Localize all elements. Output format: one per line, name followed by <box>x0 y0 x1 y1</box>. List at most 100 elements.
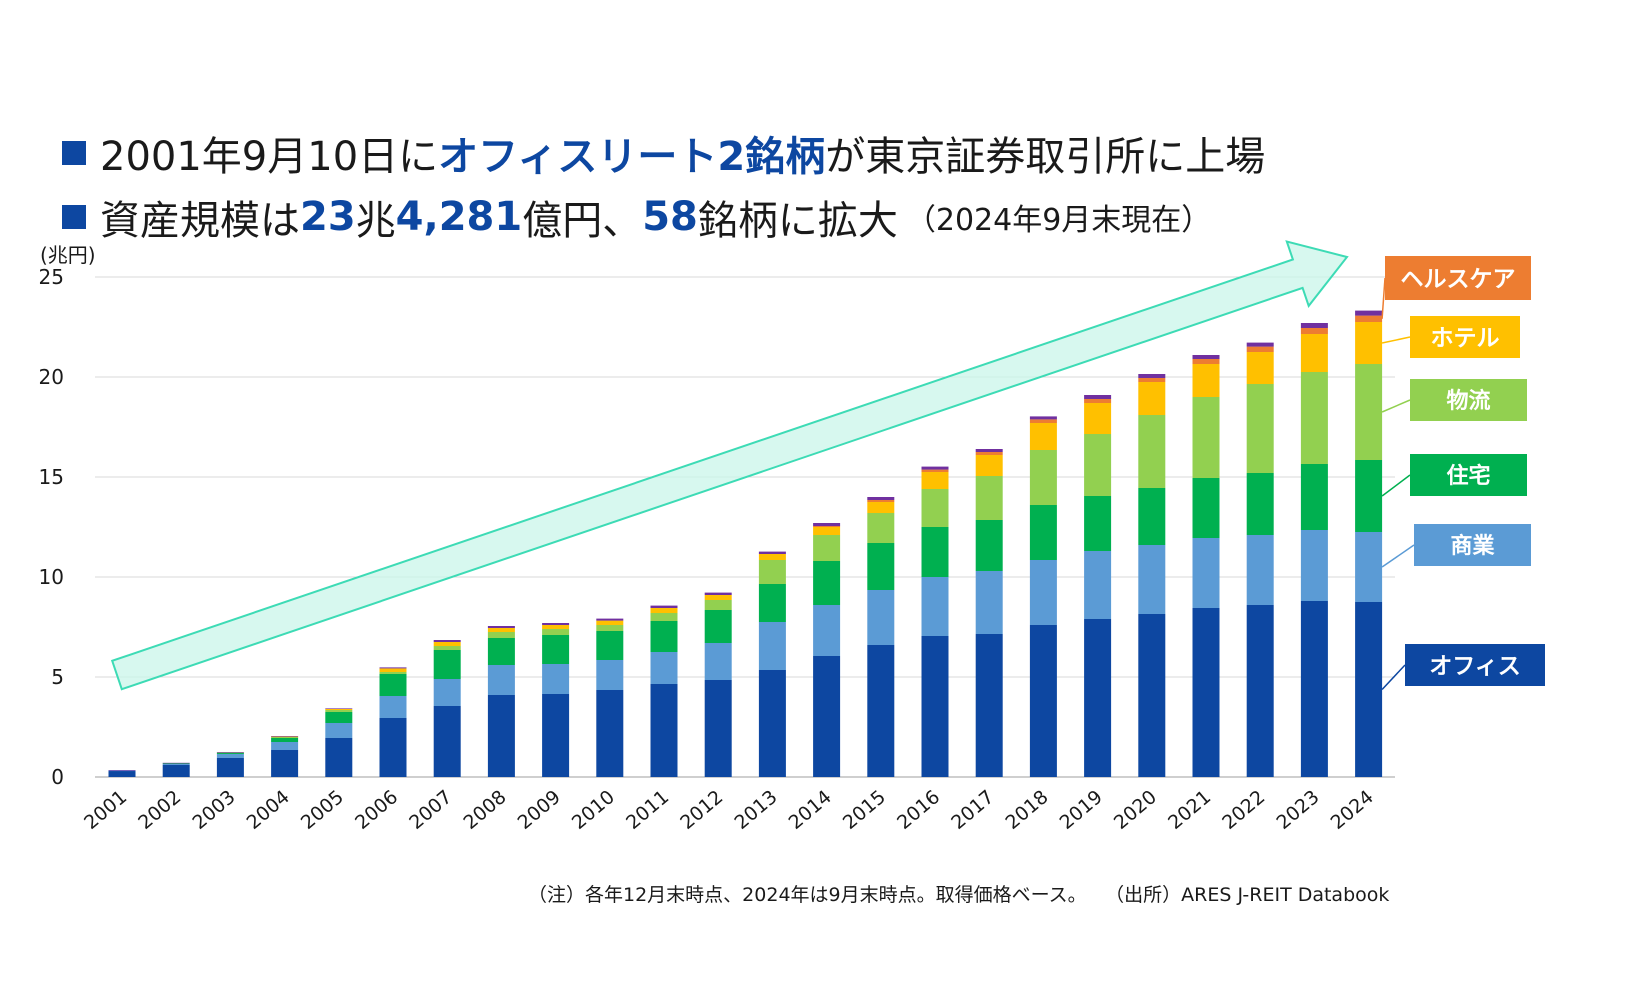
bar-segment <box>867 502 895 513</box>
legend-leader-line <box>1381 664 1406 691</box>
x-tick-label: 2010 <box>568 786 619 834</box>
bar-segment <box>487 665 515 695</box>
bar-segment <box>379 718 407 777</box>
bar-segment <box>162 763 190 764</box>
bar-segment <box>975 476 1003 520</box>
bar-segment <box>108 771 136 777</box>
bar-segment <box>758 584 786 622</box>
x-tick-label: 2011 <box>622 786 673 834</box>
bar-segment <box>921 489 949 527</box>
bar-segment <box>921 469 949 472</box>
bar-segment <box>813 526 841 527</box>
bar-segment <box>1355 364 1383 460</box>
bar-segment <box>650 652 678 684</box>
x-tick-label: 2012 <box>676 786 727 834</box>
bar-segment <box>704 680 732 777</box>
bar-segment <box>1084 619 1112 777</box>
bar-segment <box>542 625 570 629</box>
legend-label: 物流 <box>1446 388 1490 414</box>
bar-segment <box>271 736 299 737</box>
bullet-square-icon <box>62 141 86 165</box>
bar-segment <box>271 737 299 738</box>
bar-segment <box>596 631 624 660</box>
bar-segment <box>1138 374 1166 378</box>
legend-box <box>1385 256 1531 300</box>
bar-segment <box>1029 450 1057 505</box>
bar-segment <box>1138 378 1166 382</box>
bar-segment <box>1029 505 1057 560</box>
bar-segment <box>1029 560 1057 625</box>
bar-segment <box>487 626 515 628</box>
bar-segment <box>271 738 299 742</box>
bar-segment <box>487 638 515 665</box>
y-tick-label: 5 <box>51 665 64 689</box>
legend-label: 住宅 <box>1446 463 1490 489</box>
bar-segment <box>596 690 624 777</box>
bar-segment <box>813 656 841 777</box>
bar-segment <box>704 592 732 595</box>
bar-segment <box>975 634 1003 777</box>
bar-segment <box>542 694 570 777</box>
bar-segment <box>1300 372 1328 464</box>
bar-segment <box>921 466 949 470</box>
bar-segment <box>433 646 461 650</box>
bar-segment <box>379 672 407 674</box>
headline-2-amount-billion: 4,281 <box>395 194 523 240</box>
footnote-source: （出所）ARES J-REIT Databook <box>1114 884 1390 906</box>
x-tick-label: 2015 <box>839 786 890 834</box>
bar-segment <box>542 635 570 664</box>
bar-segment <box>1355 460 1383 532</box>
bar-segment <box>216 752 244 754</box>
x-tick-label: 2024 <box>1327 786 1378 834</box>
bar-segment <box>758 554 786 560</box>
bar-segment <box>1300 323 1328 328</box>
bar-segment <box>271 750 299 777</box>
x-tick-label: 2021 <box>1164 786 1215 834</box>
bar-segment <box>433 650 461 679</box>
x-tick-label: 2019 <box>1056 786 1107 834</box>
bar-segment <box>1138 415 1166 488</box>
bar-segment <box>921 636 949 777</box>
bar-segment <box>867 543 895 590</box>
bar-segment <box>921 472 949 489</box>
bar-segment <box>975 455 1003 476</box>
bar-segment <box>975 452 1003 455</box>
bar-segment <box>1246 342 1274 347</box>
bar-segment <box>271 736 299 738</box>
x-tick-label: 2016 <box>893 786 944 834</box>
legend-leader-line <box>1381 399 1411 413</box>
x-tick-label: 2018 <box>1001 786 1052 834</box>
bar-segment <box>1084 434 1112 496</box>
bar-segment <box>1192 397 1220 478</box>
bar-segment <box>650 605 678 608</box>
x-tick-label: 2003 <box>188 786 239 834</box>
bar-segment <box>542 629 570 635</box>
bar-segment <box>1029 416 1057 420</box>
headline-2-part4: 銘柄に拡大 <box>697 198 898 244</box>
x-tick-label: 2013 <box>730 786 781 834</box>
legend-label: オフィス <box>1429 653 1521 679</box>
y-tick-label: 10 <box>39 565 64 589</box>
bar-segment <box>433 679 461 706</box>
bar-segment <box>758 622 786 670</box>
bar-segment <box>108 770 136 772</box>
bar-segment <box>867 497 895 500</box>
legend-leader-line <box>1381 544 1415 568</box>
bar-segment <box>704 610 732 643</box>
x-tick-label: 2017 <box>947 786 998 834</box>
bar-segment <box>1084 496 1112 551</box>
bar-segment <box>325 712 353 723</box>
bar-segment <box>1138 545 1166 614</box>
bar-segment <box>325 738 353 777</box>
x-tick-label: 2006 <box>351 786 402 834</box>
x-tick-label: 2014 <box>785 786 836 834</box>
bar-segment <box>162 765 190 777</box>
bar-segment <box>1192 359 1220 364</box>
bar-segment <box>650 621 678 652</box>
bar-segment <box>813 527 841 535</box>
bar-segment <box>1246 535 1274 605</box>
bar-segment <box>1138 382 1166 415</box>
bar-segment <box>1029 419 1057 423</box>
bar-segment <box>1138 614 1166 777</box>
